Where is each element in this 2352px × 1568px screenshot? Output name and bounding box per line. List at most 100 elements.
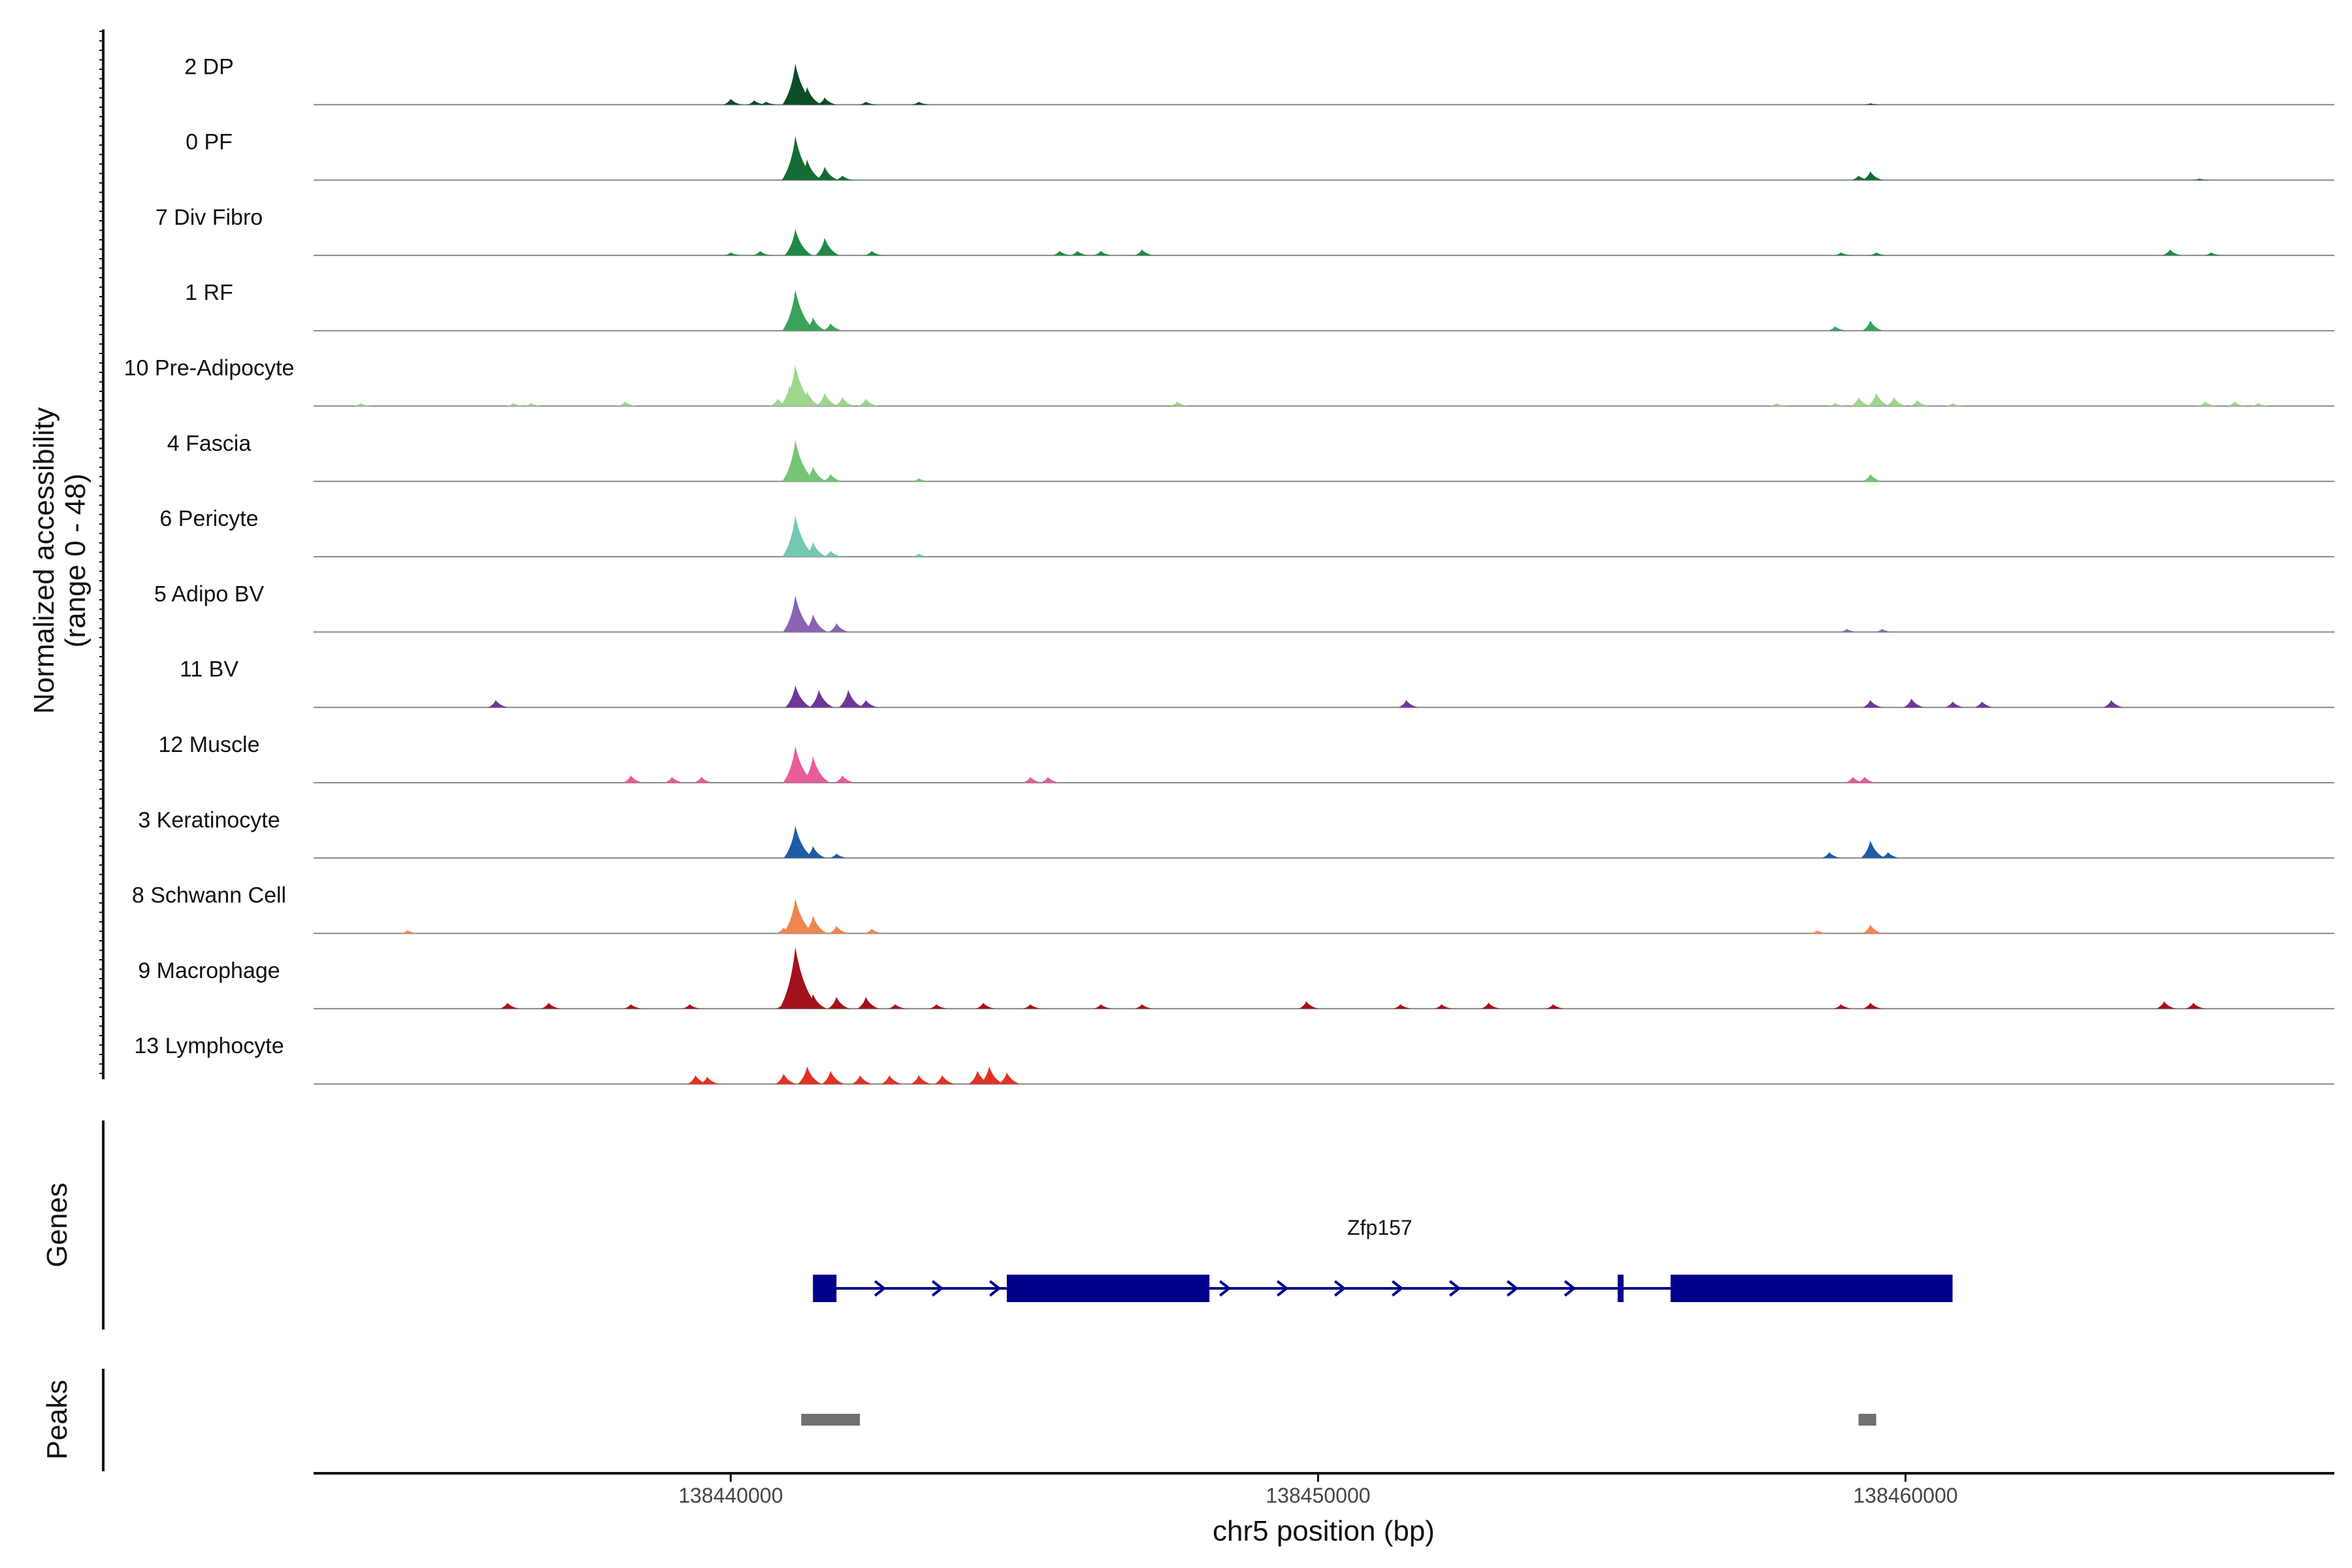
coverage-peak bbox=[2156, 1001, 2177, 1009]
track-6-pericyte: 6 Pericyte bbox=[159, 506, 2334, 558]
coverage-peak bbox=[1845, 777, 1865, 783]
strand-arrow-icon bbox=[1219, 1280, 1232, 1297]
coverage-tracks: 2 DP 0 PF 7 Div Fibro 1 RF 10 Pre-Adipocyte 4… bbox=[124, 54, 2334, 1085]
coverage-peak bbox=[881, 1075, 902, 1085]
coverage-peak bbox=[1821, 852, 1841, 858]
coverage-peak bbox=[864, 928, 883, 934]
coverage-peak bbox=[782, 365, 816, 406]
track-9-macrophage: 9 Macrophage bbox=[138, 947, 2334, 1009]
coverage-peak bbox=[816, 167, 839, 180]
coverage-peak bbox=[822, 1071, 845, 1085]
coverage-peak bbox=[823, 474, 843, 482]
coverage-peak bbox=[2185, 1002, 2206, 1009]
coverage-peak bbox=[1862, 320, 1884, 331]
coverage-peak bbox=[828, 926, 849, 934]
coverage-peak bbox=[782, 289, 816, 331]
coverage-peak bbox=[839, 689, 863, 708]
coverage-peak bbox=[782, 515, 816, 557]
peaks-panel-title: Peaks bbox=[41, 1380, 73, 1460]
coverage-peak bbox=[2162, 249, 2182, 255]
y-axis-title-line-1: Normalized accessibility bbox=[28, 407, 60, 713]
x-tick-label: 138440000 bbox=[678, 1484, 783, 1507]
coverage-peak bbox=[506, 403, 525, 406]
gene-label: Zfp157 bbox=[1347, 1216, 1413, 1239]
coverage-peak bbox=[804, 542, 827, 557]
coverage-peak bbox=[699, 1077, 720, 1085]
track-8-schwann-cell: 8 Schwann Cell bbox=[132, 883, 2334, 934]
track-11-bv: 11 BV bbox=[180, 657, 2334, 708]
coverage-peak bbox=[1169, 401, 1189, 406]
peak-region-bar bbox=[1858, 1414, 1876, 1426]
track-label: 13 Lymphocyte bbox=[134, 1034, 284, 1058]
gene-zfp157: Zfp157 bbox=[813, 1216, 1953, 1302]
track-label: 11 BV bbox=[180, 657, 238, 682]
coverage-peak bbox=[1022, 1004, 1042, 1009]
coverage-peak bbox=[858, 101, 877, 105]
coverage-peak bbox=[1828, 403, 1846, 406]
x-tick-label: 138450000 bbox=[1266, 1484, 1370, 1507]
track-label: 8 Schwann Cell bbox=[132, 883, 286, 908]
coverage-peak bbox=[1875, 629, 1893, 632]
x-axis-ticks: 138440000 138450000 138460000 bbox=[678, 1473, 1958, 1507]
peak-regions bbox=[801, 1414, 1876, 1426]
track-2-dp: 2 DP bbox=[184, 54, 2334, 106]
x-axis: 138440000 138450000 138460000 chr5 positio… bbox=[314, 1472, 2334, 1547]
gene-exon bbox=[1671, 1275, 1953, 1302]
track-label: 2 DP bbox=[184, 54, 234, 79]
coverage-peak bbox=[1480, 1002, 1501, 1009]
coverage-peak bbox=[1857, 777, 1876, 783]
coverage-peak bbox=[798, 1066, 822, 1085]
coverage-peak bbox=[500, 1002, 519, 1009]
coverage-peak bbox=[783, 745, 815, 783]
coverage-peak bbox=[785, 685, 811, 708]
track-13-lymphocyte: 13 Lymphocyte bbox=[134, 1034, 2334, 1085]
coverage-peak bbox=[929, 1004, 948, 1009]
coverage-peak bbox=[804, 915, 828, 934]
coverage-peak bbox=[1022, 777, 1043, 783]
track-7-div-fibro: 7 Div Fibro bbox=[155, 205, 2334, 256]
coverage-peak bbox=[617, 401, 637, 406]
coverage-peak bbox=[1546, 1004, 1565, 1009]
coverage-peak bbox=[783, 595, 815, 632]
coverage-peak bbox=[1886, 397, 1906, 406]
track-10-pre-adipocyte: 10 Pre-Adipocyte bbox=[124, 356, 2334, 407]
coverage-peak bbox=[1861, 840, 1886, 858]
coverage-peak bbox=[934, 1075, 955, 1085]
coverage-peak bbox=[1869, 252, 1887, 255]
x-tick-label: 138460000 bbox=[1854, 1484, 1958, 1507]
coverage-peak bbox=[1093, 251, 1113, 255]
coverage-peak bbox=[1862, 700, 1883, 708]
coverage-panel: Normalized accessibility (range 0 - 48) … bbox=[28, 29, 2334, 1085]
track-label: 3 Keratinocyte bbox=[138, 808, 280, 832]
coverage-peak bbox=[2251, 403, 2270, 406]
coverage-peak bbox=[782, 440, 816, 482]
strand-arrow-icon bbox=[1277, 1280, 1289, 1297]
coverage-peak bbox=[1862, 924, 1883, 934]
track-12-muscle: 12 Muscle bbox=[159, 732, 2334, 783]
coverage-peak bbox=[1863, 103, 1882, 105]
coverage-peak bbox=[759, 101, 777, 105]
coverage-peak bbox=[785, 229, 813, 255]
coverage-peak bbox=[783, 898, 815, 934]
genes-panel-title: Genes bbox=[41, 1183, 73, 1267]
coverage-peak bbox=[834, 397, 855, 406]
coverage-peak bbox=[804, 994, 827, 1009]
coverage-peak bbox=[1945, 701, 1965, 708]
coverage-peak bbox=[829, 853, 848, 858]
strand-arrow-icon bbox=[989, 1280, 1002, 1297]
strand-arrow-icon bbox=[1449, 1280, 1462, 1297]
coverage-peak bbox=[770, 399, 791, 406]
gene-exon bbox=[1007, 1275, 1210, 1302]
y-axis-title-line-2: (range 0 - 48) bbox=[59, 474, 91, 648]
coverage-peak bbox=[747, 100, 766, 105]
genes-panel: Genes Zfp157 bbox=[41, 1120, 1953, 1330]
coverage-peak bbox=[2227, 401, 2246, 406]
coverage-peak bbox=[2198, 401, 2217, 406]
coverage-peak bbox=[1903, 698, 1924, 708]
track-label: 9 Macrophage bbox=[138, 958, 280, 983]
coverage-peak bbox=[664, 777, 684, 783]
coverage-peak bbox=[623, 1004, 643, 1009]
coverage-peak bbox=[1834, 252, 1852, 255]
coverage-peak bbox=[1434, 1004, 1453, 1009]
coverage-peak bbox=[1840, 629, 1858, 632]
